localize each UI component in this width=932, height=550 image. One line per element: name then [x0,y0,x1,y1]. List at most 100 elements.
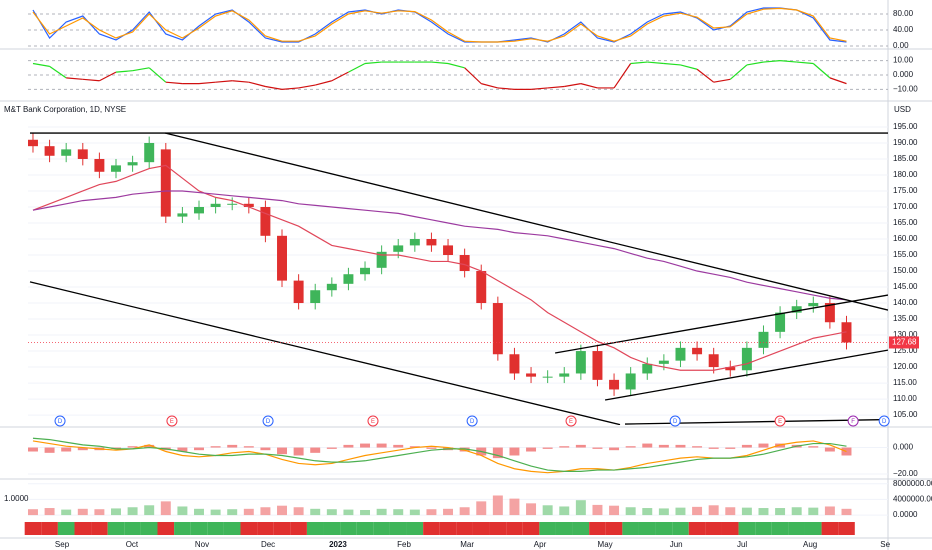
last-price-box [889,336,919,349]
macd-histogram-bar [376,443,387,448]
trendline [555,294,888,354]
y-tick-label: 150.00 [893,266,918,275]
volume-bar [542,505,553,516]
candle-body [177,213,188,217]
candle-body [492,303,503,355]
candle-body [808,303,819,307]
macd-line [32,437,847,472]
candle-body [409,239,420,246]
y-tick-label: 140.00 [893,298,918,307]
candle-body [658,360,669,364]
y-tick-label: 0.00 [893,41,909,50]
candle-body [160,149,171,217]
stochastic-line [32,7,847,43]
y-tick-label: 165.00 [893,218,918,227]
candle-body [476,271,487,304]
volume-bar [94,509,105,516]
y-tick-label: 160.00 [893,234,918,243]
candle-body [127,162,138,166]
momentum-segment [431,61,449,65]
event-label: D [266,419,271,425]
trend-strip-cell [522,522,540,535]
currency: USD [894,105,911,114]
moving-average [32,190,847,301]
x-tick-label: Aug [803,540,817,549]
volume-bar [675,507,686,516]
event-label: E [569,419,573,425]
trend-strip-cell [174,522,191,535]
candle-body [343,274,354,284]
y-tick-label: 130.00 [893,330,918,339]
candle-body [426,239,437,246]
trend-strip-cell [489,522,507,535]
macd-histogram-bar [642,443,653,448]
y-tick-label: 120.00 [893,362,918,371]
y-tick-label: 0.000 [893,70,914,79]
candle-body [459,255,470,272]
momentum-segment [547,85,565,89]
event-marker [878,415,890,427]
y-tick-label: 190.00 [893,138,918,147]
stochastic-line [32,7,847,43]
candle-body [293,280,304,304]
trend-strip-cell [439,522,457,535]
trend-strip-cell [107,522,125,535]
momentum-segment [481,83,498,89]
macd-histogram-bar [409,446,420,448]
x-tick-label: 2023 [329,540,347,549]
trend-strip-cell [323,522,341,535]
trend-strip-cell [821,522,839,535]
candle-body [692,347,703,355]
momentum-segment [248,81,266,88]
trend-strip-cell [771,522,789,535]
x-tick-label: Jul [737,540,747,549]
macd-histogram-bar [675,444,686,448]
candle-body [376,251,387,268]
momentum-segment [613,63,632,89]
trend-strip-cell [804,522,822,535]
macd-histogram-bar [111,447,121,449]
momentum-segment [315,80,332,86]
macd-histogram-bar [609,447,620,451]
event-label: D [58,419,63,425]
volume-bar [77,508,88,516]
volume-bar [293,507,304,516]
candle-body [227,203,238,205]
momentum-segment [298,84,316,89]
momentum-segment [66,77,83,80]
candle-body [609,379,620,390]
macd-histogram-bar [459,447,470,452]
momentum-segment [281,87,299,90]
volume-bar [127,507,138,516]
macd-histogram-bar [658,444,669,448]
volume-bar [609,505,620,516]
trend-strip-cell [207,522,224,535]
momentum-segment [530,87,548,90]
y-tick-label: 80.00 [893,9,914,18]
candle-body [758,331,769,348]
candle-body [28,139,38,147]
volume-bar [227,509,238,516]
volume-bar [492,495,503,516]
macd-histogram-bar [28,447,38,452]
event-label: D [673,419,678,425]
trend-strip-cell [655,522,673,535]
momentum-segment [746,61,764,66]
y-tick-label: 115.00 [893,378,917,387]
trend-strip-cell [257,522,274,535]
trend-strip-cell [721,522,739,535]
candle-body [741,347,752,371]
x-tick-label: Jun [670,540,683,549]
candle-body [443,245,454,256]
volume-bar [160,501,171,516]
y-tick-label: 155.00 [893,250,918,259]
momentum-segment [680,64,698,70]
trend-strip-cell [140,522,158,535]
macd-histogram-bar [61,447,72,452]
volume-bar [509,498,520,516]
trendline [625,418,888,425]
volume-bar [409,509,420,516]
candle-body [824,303,835,323]
y-tick-label: 0.000 [893,443,914,452]
momentum-segment [215,80,233,83]
